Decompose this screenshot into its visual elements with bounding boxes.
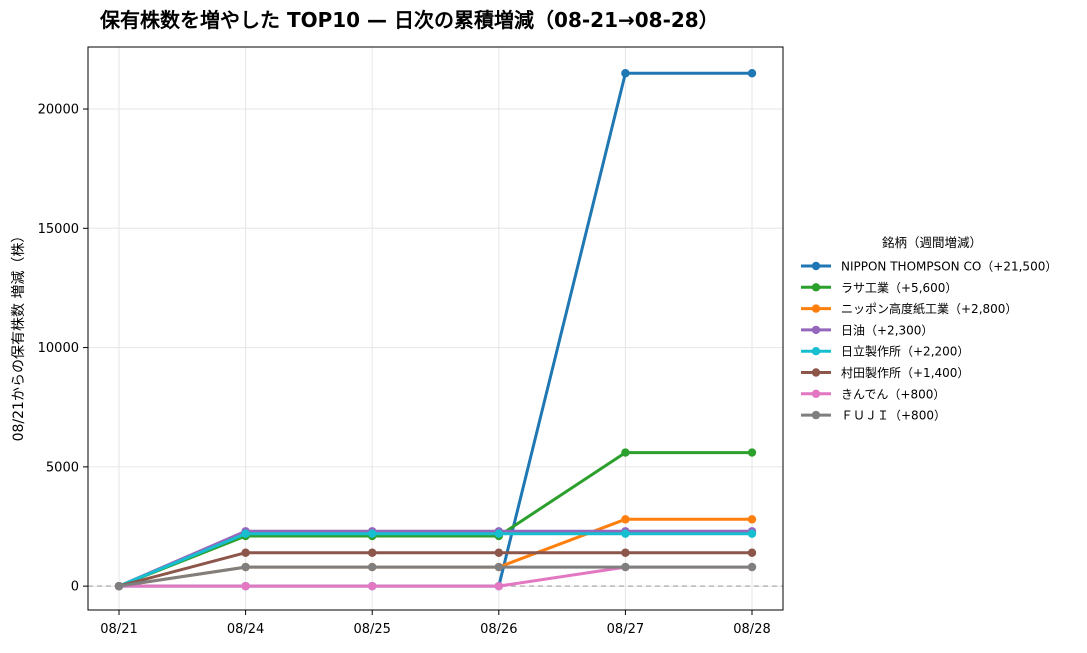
y-axis-label: 08/21からの保有株数 増減（株） bbox=[10, 229, 27, 442]
chart-title: 保有株数を増やした TOP10 — 日次の累積増減（08-21→08-28） bbox=[99, 8, 719, 32]
x-tick-label: 08/28 bbox=[733, 622, 770, 637]
data-point bbox=[241, 529, 250, 538]
legend-entry-label: ニッポン高度紙工業（+2,800） bbox=[841, 301, 1017, 316]
legend-title: 銘柄（週間増減） bbox=[882, 235, 982, 250]
legend-entry-label: ＦＵＪＩ（+800） bbox=[841, 409, 946, 423]
legend-swatch-marker bbox=[811, 410, 821, 420]
y-tick-label: 10000 bbox=[38, 341, 79, 356]
data-point bbox=[241, 562, 250, 572]
y-tick-label: 15000 bbox=[38, 222, 79, 237]
series-line bbox=[117, 565, 754, 588]
data-point bbox=[368, 581, 377, 591]
series-line bbox=[117, 451, 754, 588]
x-tick-label: 08/27 bbox=[607, 622, 644, 637]
data-point bbox=[747, 69, 757, 78]
data-point bbox=[368, 562, 377, 572]
data-point bbox=[747, 548, 757, 557]
legend-swatch-marker bbox=[811, 304, 821, 313]
data-point bbox=[621, 529, 630, 538]
data-point bbox=[241, 581, 250, 591]
data-point bbox=[368, 529, 377, 538]
legend-entry-label: 日立製作所（+2,200） bbox=[841, 344, 969, 359]
legend-entry-label: 日油（+2,300） bbox=[841, 323, 933, 337]
x-tick-label: 08/24 bbox=[227, 622, 264, 637]
legend-swatch-marker bbox=[811, 368, 821, 377]
data-point bbox=[747, 529, 757, 538]
data-point bbox=[621, 548, 630, 557]
y-tick-label: 5000 bbox=[46, 460, 79, 475]
data-point bbox=[494, 562, 503, 572]
data-point bbox=[747, 562, 757, 572]
data-point bbox=[494, 581, 503, 591]
legend-swatch-marker bbox=[811, 389, 821, 398]
data-point bbox=[114, 581, 124, 591]
data-point bbox=[494, 548, 503, 557]
data-point bbox=[621, 69, 630, 78]
axis-ticks: 08/21 08/24 08/25 08/26 08/27 08/28 0 5000 10000… bbox=[38, 103, 771, 637]
series-line bbox=[117, 529, 754, 588]
data-point bbox=[494, 529, 503, 538]
legend-entry-label: 村田製作所（+1,400） bbox=[841, 366, 969, 380]
x-tick-label: 08/21 bbox=[100, 622, 137, 637]
legend: 銘柄（週間増減） NIPPON THOMPSON CO（+21,500） ラサ工業… bbox=[801, 235, 1057, 423]
data-point bbox=[368, 548, 377, 557]
series-line bbox=[117, 532, 754, 588]
data-point bbox=[747, 515, 757, 524]
data-point bbox=[621, 448, 630, 457]
y-tick-label: 20000 bbox=[38, 103, 79, 118]
legend-entry-label: NIPPON THOMPSON CO（+21,500） bbox=[841, 260, 1057, 274]
legend-swatch-marker bbox=[811, 261, 821, 271]
series-line bbox=[117, 565, 754, 588]
y-tick-label: 0 bbox=[71, 580, 79, 595]
grid-lines bbox=[88, 47, 783, 610]
data-point bbox=[241, 548, 250, 557]
legend-entry-label: ラサ工業（+5,600） bbox=[841, 281, 957, 295]
data-point bbox=[747, 448, 757, 457]
legend-swatch-marker bbox=[811, 325, 821, 335]
data-point bbox=[621, 515, 630, 524]
plot-frame bbox=[87, 46, 784, 611]
series-line bbox=[117, 71, 754, 588]
series-lines bbox=[114, 69, 757, 591]
legend-entry-label: きんでん（+800） bbox=[841, 387, 945, 401]
series-line bbox=[117, 551, 754, 588]
x-tick-label: 08/26 bbox=[480, 622, 517, 637]
data-point bbox=[621, 562, 630, 572]
x-tick-label: 08/25 bbox=[353, 622, 390, 637]
legend-swatch-marker bbox=[811, 283, 821, 292]
legend-swatch-marker bbox=[811, 347, 821, 356]
